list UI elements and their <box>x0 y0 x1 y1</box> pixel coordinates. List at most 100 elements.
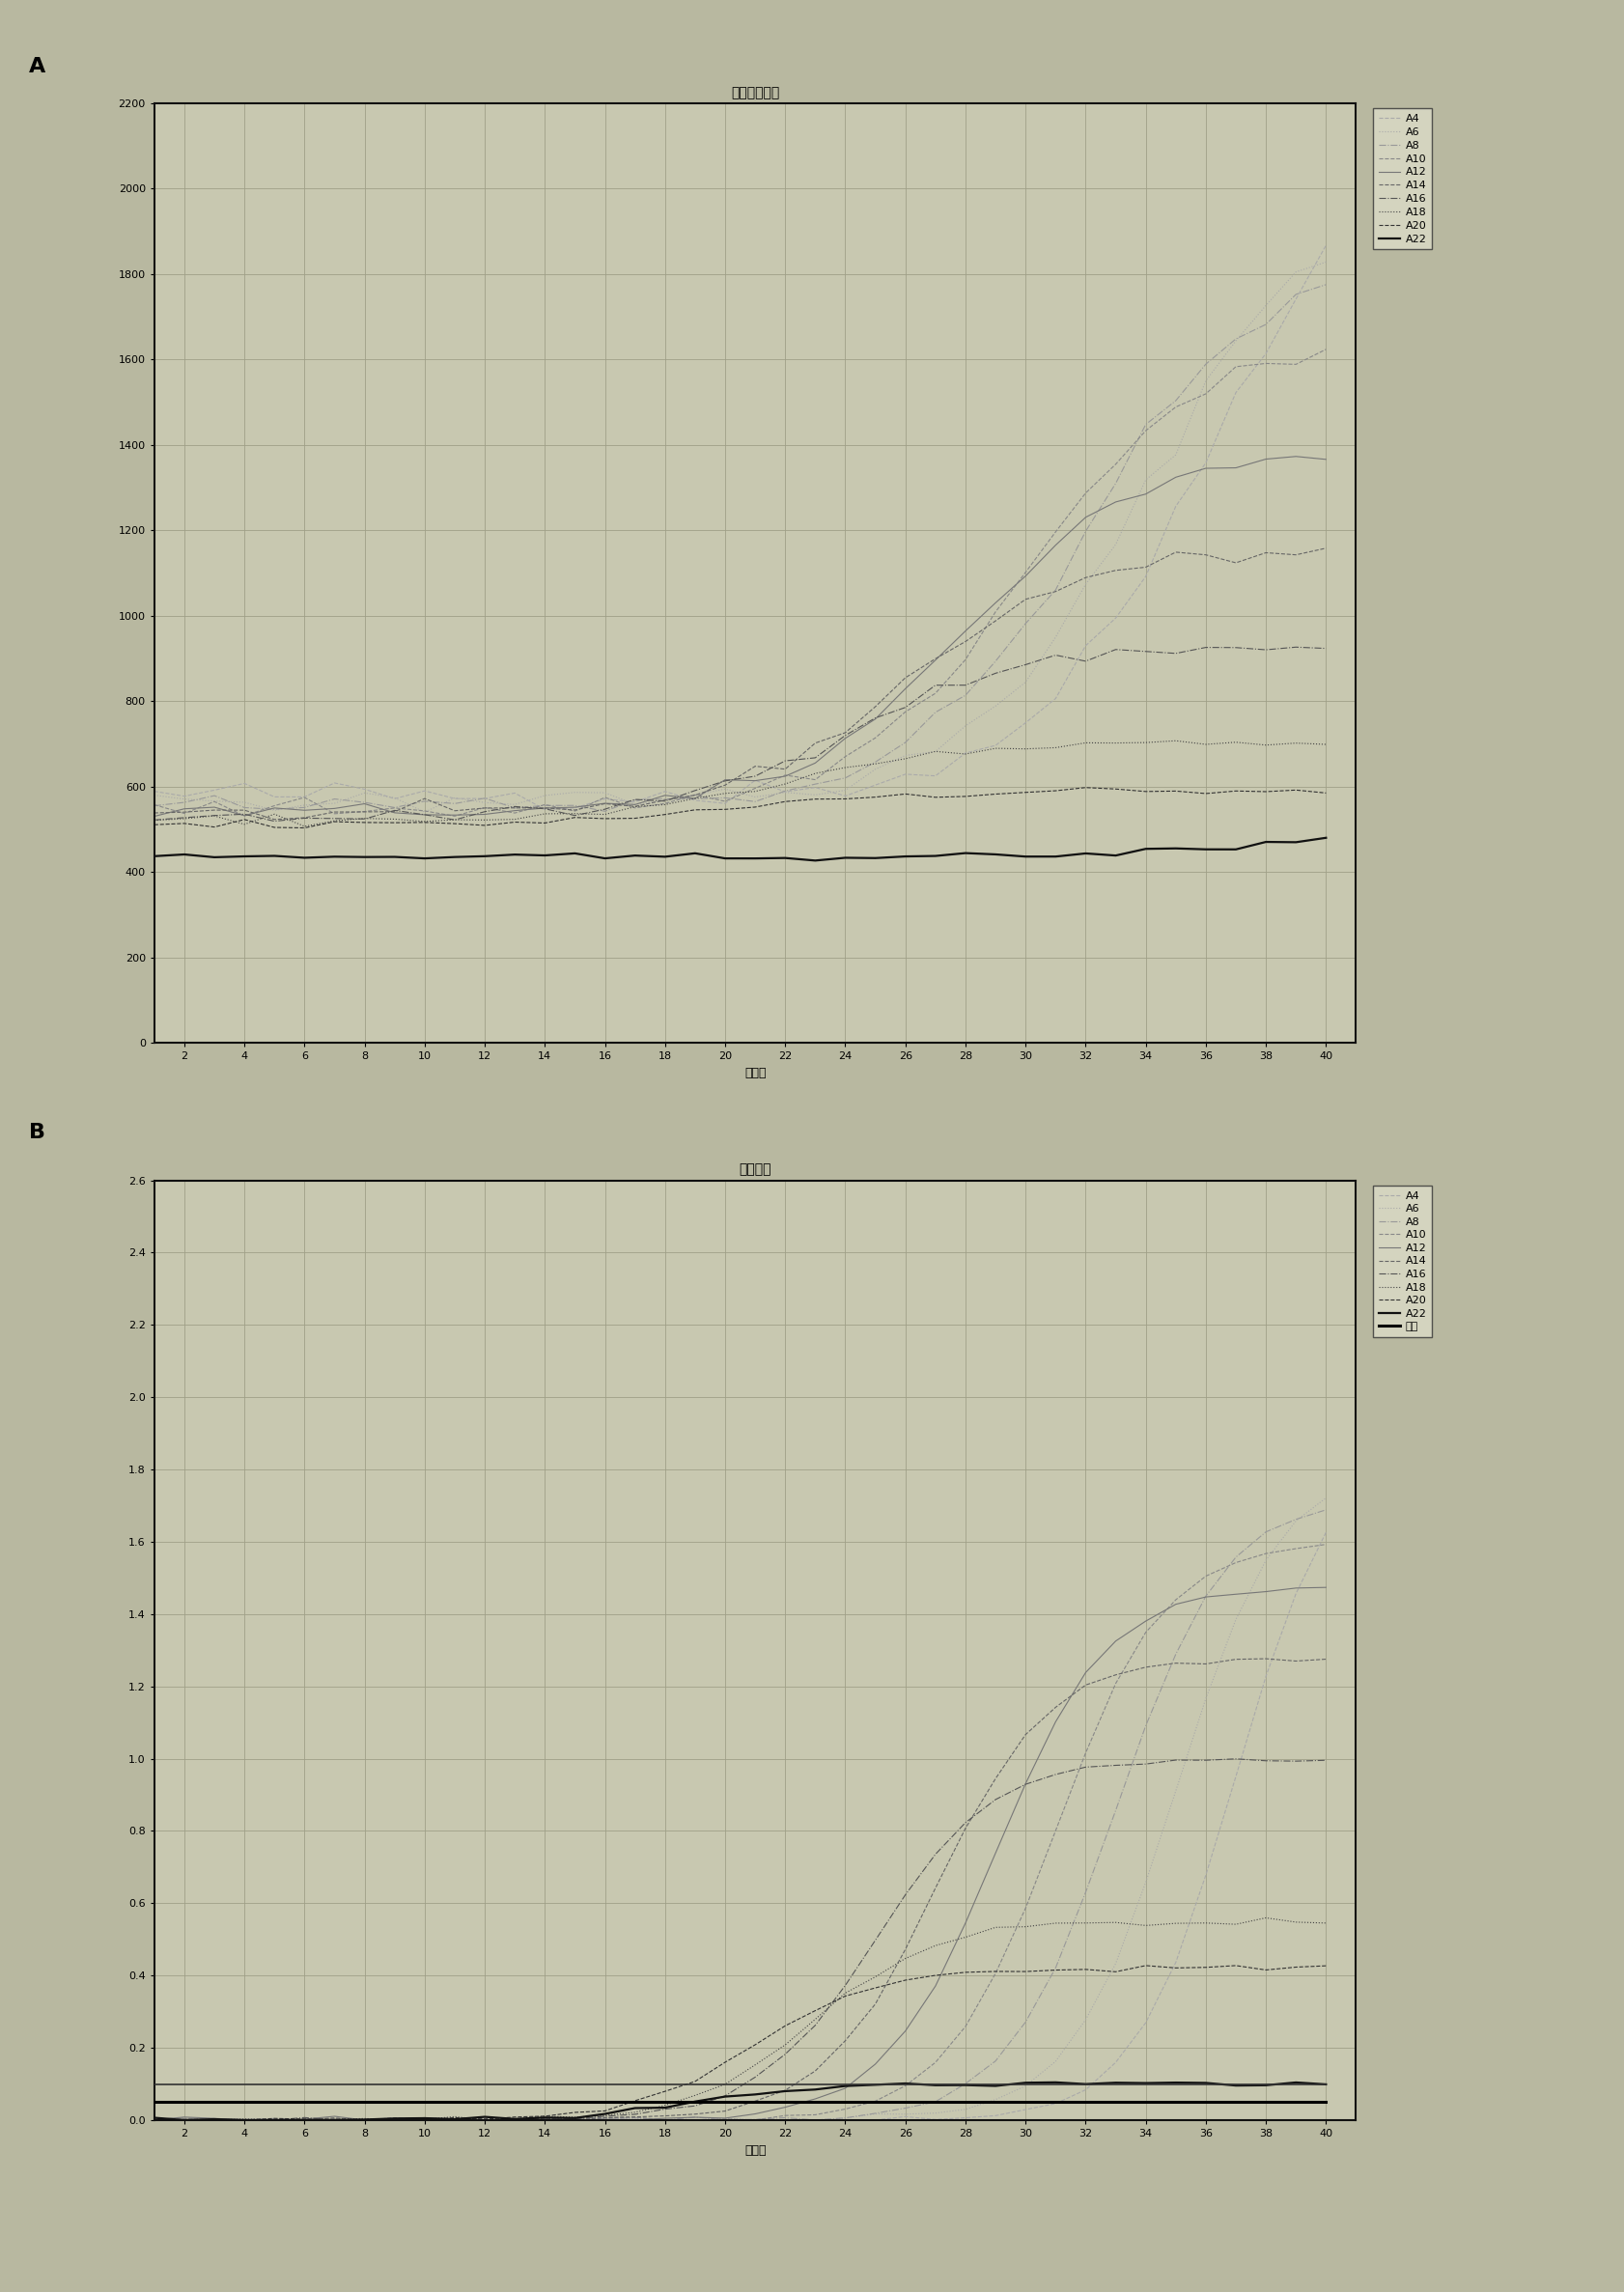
A10 <box>205 788 224 816</box>
A6 <box>505 2106 525 2134</box>
基线 <box>354 2088 374 2116</box>
A16 <box>145 2106 164 2134</box>
Line: A18: A18 <box>154 1918 1327 2120</box>
A4 <box>174 782 195 809</box>
X-axis label: 循环数: 循环数 <box>744 2143 767 2157</box>
A4 <box>385 2104 404 2132</box>
A4 <box>625 788 645 816</box>
A8 <box>474 2106 494 2134</box>
A4 <box>745 766 765 793</box>
A6 <box>1195 1685 1215 1712</box>
A16 <box>866 1928 885 1955</box>
A14 <box>205 795 224 823</box>
基线 <box>926 2088 945 2116</box>
A20 <box>505 809 525 837</box>
A12 <box>835 2074 854 2102</box>
A16 <box>1017 651 1036 678</box>
A16 <box>445 2106 464 2134</box>
A6 <box>1137 465 1156 493</box>
A22 <box>1106 2070 1125 2097</box>
A6 <box>656 786 676 814</box>
A16 <box>716 768 736 795</box>
A16 <box>656 788 676 816</box>
A16 <box>1075 1753 1095 1781</box>
A22 <box>565 2104 585 2132</box>
A20 <box>685 795 705 823</box>
A22 <box>866 843 885 871</box>
A12 <box>986 589 1005 617</box>
A10 <box>1195 380 1215 408</box>
A20 <box>625 804 645 832</box>
A12 <box>205 2104 224 2132</box>
A10 <box>1106 1671 1125 1698</box>
A20 <box>1017 779 1036 807</box>
A10 <box>265 793 284 821</box>
A18 <box>205 802 224 830</box>
A6 <box>294 2106 313 2134</box>
A8 <box>416 788 435 816</box>
A8 <box>385 2106 404 2134</box>
A8 <box>565 791 585 818</box>
A10 <box>385 2104 404 2132</box>
Title: 原始荆光数据: 原始荆光数据 <box>731 85 780 99</box>
A8 <box>1257 1517 1276 1545</box>
A8 <box>896 2095 916 2122</box>
A20 <box>234 2106 253 2134</box>
A10 <box>745 2106 765 2134</box>
A12 <box>1106 488 1125 516</box>
A4 <box>1137 2010 1156 2038</box>
基线 <box>806 2088 825 2116</box>
A8 <box>265 2104 284 2132</box>
A4 <box>474 2104 494 2132</box>
A6 <box>174 2106 195 2134</box>
A16 <box>745 2063 765 2090</box>
A8 <box>656 786 676 814</box>
A8 <box>205 782 224 809</box>
A6 <box>986 692 1005 720</box>
基线 <box>1317 2088 1337 2116</box>
Line: A12: A12 <box>154 456 1327 816</box>
A18 <box>1195 731 1215 759</box>
A8 <box>325 786 344 814</box>
A14 <box>806 2058 825 2086</box>
A4 <box>1137 564 1156 591</box>
A10 <box>656 2106 676 2134</box>
A22 <box>625 2095 645 2122</box>
A16 <box>1257 1747 1276 1774</box>
A14 <box>385 798 404 825</box>
A6 <box>745 784 765 811</box>
A6 <box>205 786 224 814</box>
A20 <box>474 2106 494 2134</box>
A14 <box>1106 557 1125 584</box>
A12 <box>505 798 525 825</box>
A10 <box>234 2106 253 2134</box>
A6 <box>926 2099 945 2127</box>
A22 <box>716 846 736 873</box>
A4 <box>1257 1662 1276 1689</box>
A16 <box>685 2093 705 2120</box>
A22 <box>565 839 585 866</box>
A14 <box>265 807 284 834</box>
基线 <box>474 2088 494 2116</box>
A20 <box>1017 1957 1036 1985</box>
A18 <box>354 804 374 832</box>
A22 <box>594 2099 614 2127</box>
A20 <box>1195 1953 1215 1980</box>
A12 <box>1226 1581 1246 1609</box>
A18 <box>265 800 284 827</box>
A16 <box>325 804 344 832</box>
A10 <box>416 798 435 825</box>
A12 <box>565 2106 585 2134</box>
A12 <box>145 2106 164 2134</box>
A22 <box>234 843 253 871</box>
A20 <box>1286 1953 1306 1980</box>
A22 <box>594 843 614 871</box>
A18 <box>1046 733 1065 761</box>
A18 <box>234 811 253 839</box>
A14 <box>505 793 525 821</box>
A6 <box>625 2104 645 2132</box>
A14 <box>1106 1662 1125 1689</box>
A8 <box>234 793 253 821</box>
基线 <box>745 2088 765 2116</box>
A18 <box>986 1914 1005 1941</box>
